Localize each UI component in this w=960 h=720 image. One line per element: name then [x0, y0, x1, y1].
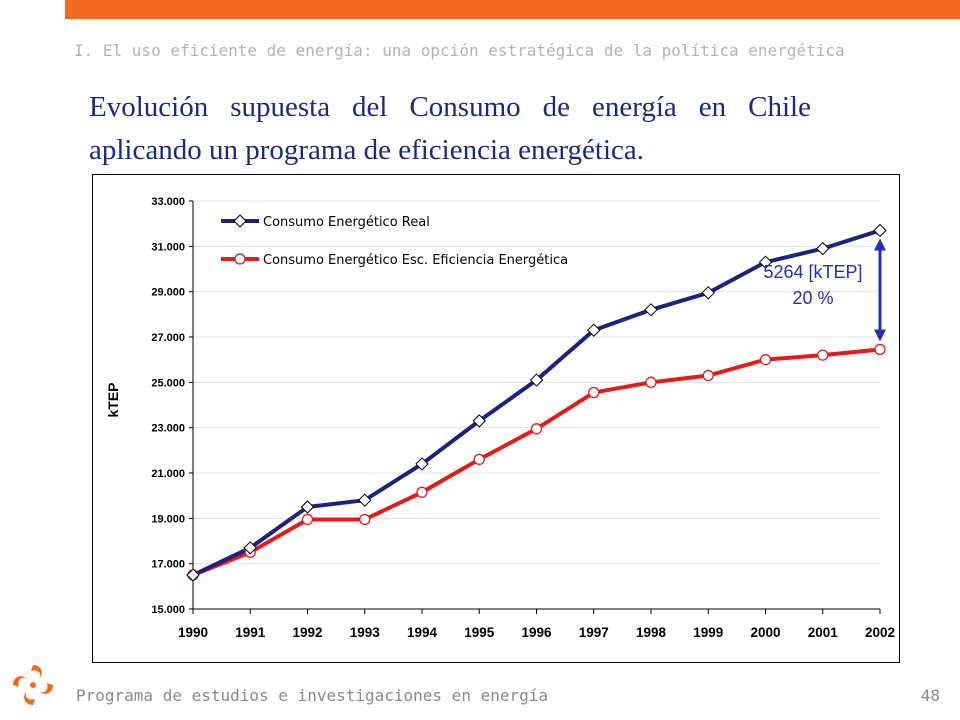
y-tick-label: 25.000	[151, 377, 185, 389]
annotation-difference-percent: 20 %	[792, 288, 833, 308]
data-point-s0-7	[587, 323, 601, 337]
data-point-s0-9	[701, 286, 715, 300]
y-tick-label: 19.000	[151, 513, 185, 525]
x-tick-label: 1998	[636, 625, 667, 640]
y-tick-label: 17.000	[151, 559, 185, 571]
data-point-s1-9	[702, 369, 714, 382]
x-tick-label: 1993	[350, 625, 381, 640]
line-chart: 15.000 17.000 19.000 21.000 23.000 25.000 27.0…	[105, 196, 895, 640]
accent-bar	[65, 0, 960, 19]
data-point-s1-2	[301, 513, 314, 526]
data-point-s0-5	[472, 414, 486, 428]
data-point-s1-6	[530, 423, 543, 435]
data-point-s0-1	[243, 541, 257, 555]
legend-marker-1	[234, 253, 246, 265]
data-point-s1-10	[759, 354, 772, 366]
data-point-s0-2	[300, 500, 315, 514]
difference-arrow-head-top	[874, 238, 886, 251]
data-point-s0-10	[758, 255, 773, 269]
x-tick-label: 2002	[865, 625, 895, 640]
data-point-s1-4	[416, 486, 428, 498]
series-line-0	[192, 228, 881, 577]
x-tick-label: 1996	[521, 625, 552, 640]
x-tick-label: 2000	[750, 625, 780, 640]
legend-label: Consumo Energético Real	[263, 215, 430, 230]
legend-marker-0	[233, 214, 247, 228]
data-point-s0-4	[415, 457, 429, 471]
x-tick-label: 1994	[407, 625, 438, 640]
logo-icon	[13, 665, 53, 705]
y-axis-label: kTEP	[105, 382, 121, 417]
data-point-s1-7	[588, 386, 600, 399]
section-header: I. El uso eficiente de energía: una opci…	[74, 41, 845, 60]
data-point-s0-3	[358, 493, 372, 507]
data-point-s1-8	[645, 376, 657, 388]
slide-title: Evolución supuesta del Consumo de energí…	[89, 91, 811, 166]
x-tick-label: 1990	[178, 625, 208, 640]
page-number: 48	[920, 686, 940, 705]
y-tick-label: 27.000	[151, 332, 185, 344]
data-point-s0-11	[816, 241, 830, 256]
annotation-difference-value: 5264 [kTEP]	[763, 262, 862, 282]
difference-arrow-head-bottom	[874, 329, 886, 342]
y-tick-label: 33.000	[151, 196, 185, 208]
y-tick-label: 29.000	[151, 287, 185, 299]
data-point-s1-12	[874, 343, 886, 356]
data-point-s1-3	[359, 513, 371, 526]
y-tick-label: 21.000	[151, 468, 185, 480]
footer-program-text: Programa de estudios e investigaciones e…	[76, 686, 549, 705]
data-point-s0-0	[186, 568, 200, 582]
x-tick-label: 2001	[808, 625, 839, 640]
x-tick-label: 1992	[292, 625, 322, 640]
data-point-s0-12	[873, 223, 887, 238]
data-point-s0-6	[529, 373, 544, 387]
x-tick-label: 1991	[235, 625, 266, 640]
x-tick-label: 1997	[579, 625, 609, 640]
y-tick-label: 15.000	[151, 604, 185, 616]
chart-frame: 15.000 17.000 19.000 21.000 23.000 25.000 27.0…	[92, 174, 900, 663]
data-point-s1-5	[473, 453, 485, 466]
x-tick-label: 1999	[693, 625, 723, 640]
y-tick-label: 31.000	[151, 241, 185, 253]
data-point-s1-11	[817, 349, 829, 361]
y-tick-label: 23.000	[151, 423, 185, 435]
data-point-s0-8	[644, 303, 658, 317]
x-tick-label: 1995	[464, 625, 495, 640]
legend-label: Consumo Energético Esc. Eficiencia Energ…	[263, 253, 568, 268]
